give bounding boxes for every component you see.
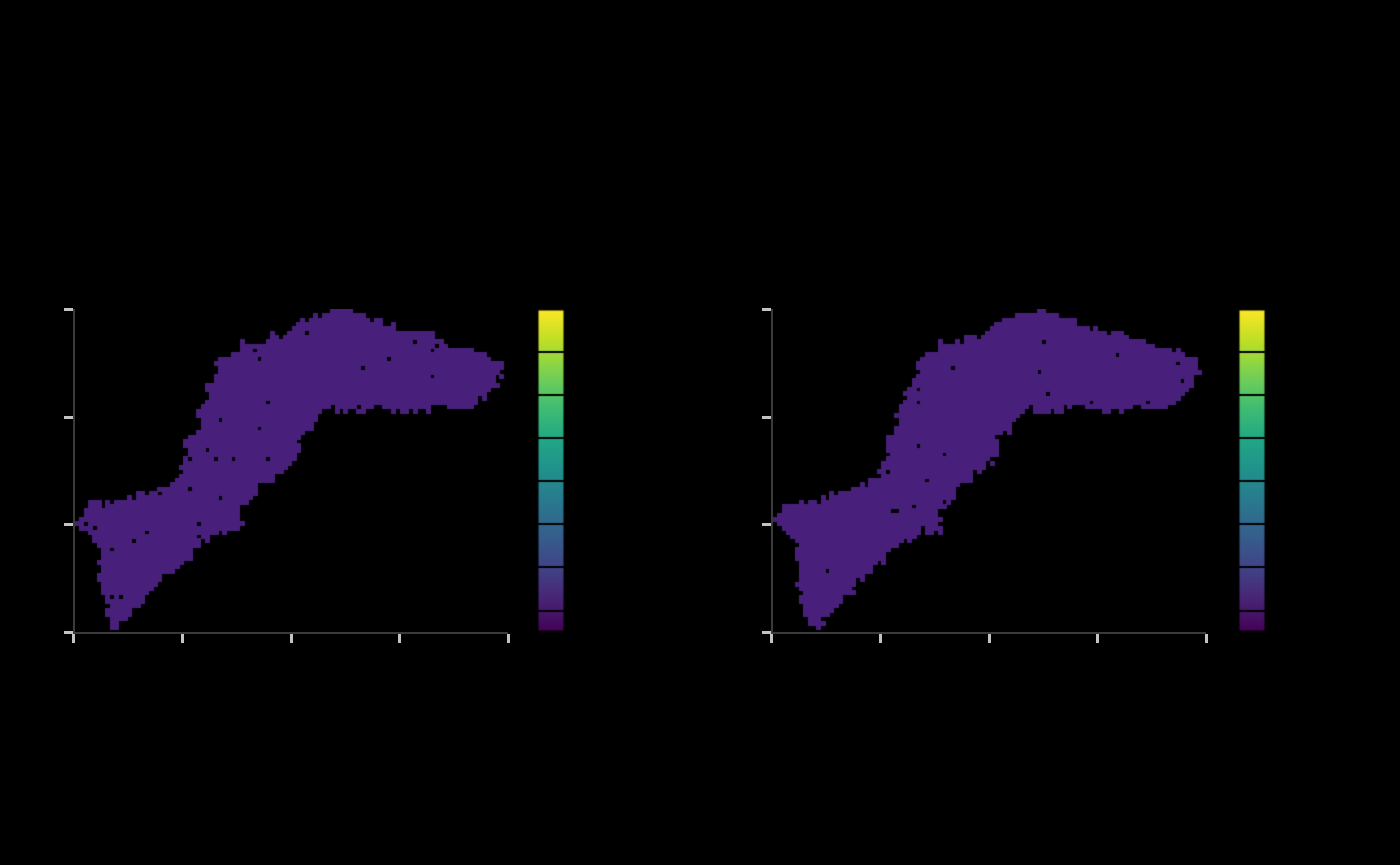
x-axis-tick bbox=[181, 634, 184, 643]
y-axis-tick bbox=[762, 523, 771, 526]
choropleth-map-right bbox=[773, 309, 1206, 632]
y-axis-spine bbox=[771, 309, 773, 634]
colorbar-left bbox=[537, 309, 565, 632]
x-axis-tick bbox=[72, 634, 75, 643]
x-axis-tick bbox=[290, 634, 293, 643]
x-axis-spine bbox=[73, 632, 508, 634]
y-axis-spine bbox=[73, 309, 75, 634]
choropleth-map-left bbox=[75, 309, 508, 632]
y-axis-tick bbox=[64, 523, 73, 526]
x-axis-tick bbox=[507, 634, 510, 643]
y-axis-tick bbox=[64, 416, 73, 419]
y-axis-tick bbox=[762, 416, 771, 419]
y-axis-tick bbox=[64, 631, 73, 634]
x-axis-tick bbox=[770, 634, 773, 643]
y-axis-tick bbox=[762, 308, 771, 311]
x-axis-tick bbox=[879, 634, 882, 643]
x-axis-tick bbox=[1205, 634, 1208, 643]
x-axis-tick bbox=[1096, 634, 1099, 643]
colorbar-right bbox=[1238, 309, 1266, 632]
x-axis-spine bbox=[771, 632, 1206, 634]
y-axis-tick bbox=[64, 308, 73, 311]
x-axis-tick bbox=[398, 634, 401, 643]
x-axis-tick bbox=[988, 634, 991, 643]
y-axis-tick bbox=[762, 631, 771, 634]
